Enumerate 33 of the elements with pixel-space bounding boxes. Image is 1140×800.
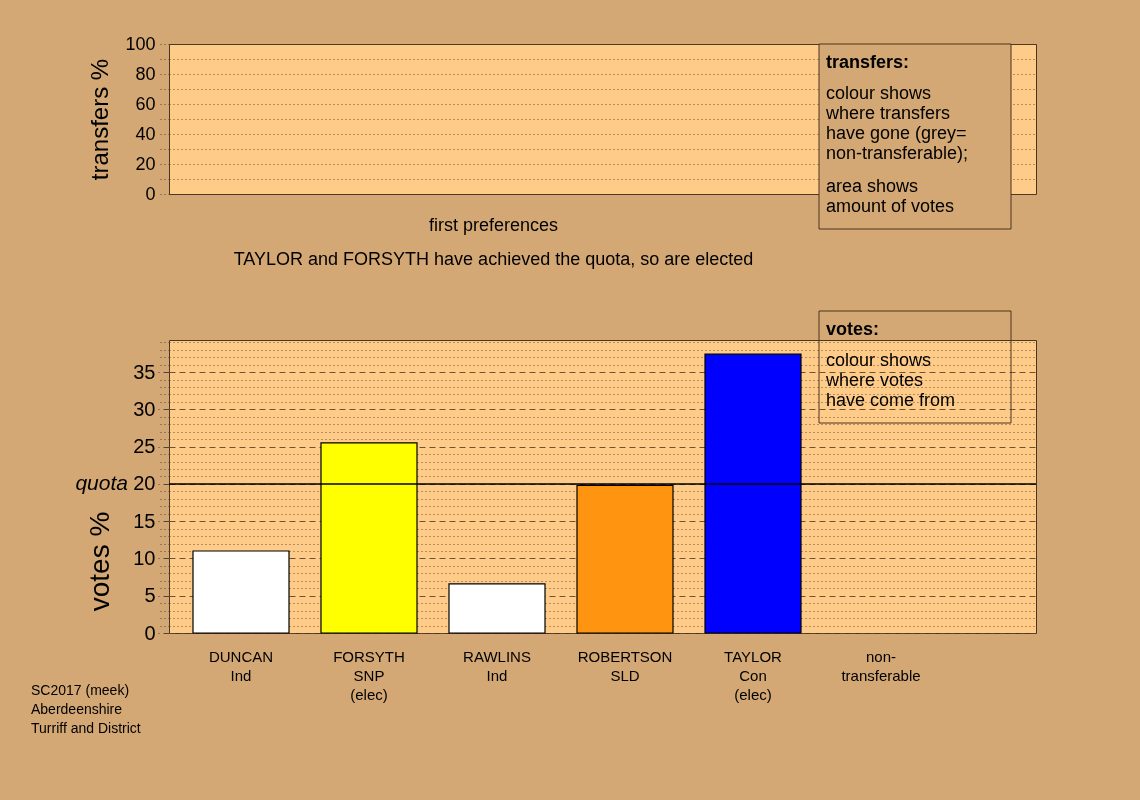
x-tick-label: ROBERTSON SLD — [577, 647, 673, 684]
y-tick-label: 0 — [145, 183, 156, 204]
y-tick-label: 100 — [125, 33, 156, 54]
y-tick-label: 80 — [135, 63, 156, 84]
annotation: colour shows where transfers have gone (grey= non-transferable); — [825, 83, 969, 163]
x-tick-label: DUNCAN Ind — [208, 647, 274, 684]
y-axis-title: transfers % — [86, 58, 114, 181]
x-tick-label: FORSYTH SNP (elec) — [333, 647, 405, 703]
y-tick-label: 40 — [135, 123, 156, 144]
annotation: area shows amount of votes — [826, 176, 955, 216]
y-tick-label: 35 — [133, 360, 156, 383]
chart-subtitle: TAYLOR and FORSYTH have achieved the quota, so are elected — [233, 248, 754, 269]
text: votes: — [826, 319, 880, 339]
y-tick-label: 15 — [133, 509, 156, 532]
y-tick-label: 0 — [144, 621, 156, 644]
chart-title: first preferences — [428, 214, 559, 235]
text: SC2017 (meek) Aberdeenshire Turriff and District — [31, 682, 141, 736]
annotation: colour shows where votes have come from — [825, 350, 956, 410]
y-axis-title: votes % — [84, 511, 116, 612]
ref-line-label: quota — [75, 470, 128, 494]
y-tick-label: 20 — [135, 153, 156, 174]
y-tick-label: 20 — [133, 472, 156, 495]
y-tick-label: 5 — [144, 584, 156, 607]
bar — [448, 583, 546, 634]
y-tick-label: 25 — [133, 435, 156, 458]
x-tick-label: non- transferable — [841, 647, 921, 684]
y-tick-label: 60 — [135, 93, 156, 114]
y-tick-label: 30 — [133, 397, 156, 420]
annotation: transfers: — [826, 52, 910, 72]
x-tick-label: TAYLOR Con (elec) — [724, 647, 783, 703]
x-tick-label: RAWLINS Ind — [463, 647, 531, 684]
y-tick-label: 10 — [133, 546, 156, 569]
bar — [192, 550, 290, 634]
